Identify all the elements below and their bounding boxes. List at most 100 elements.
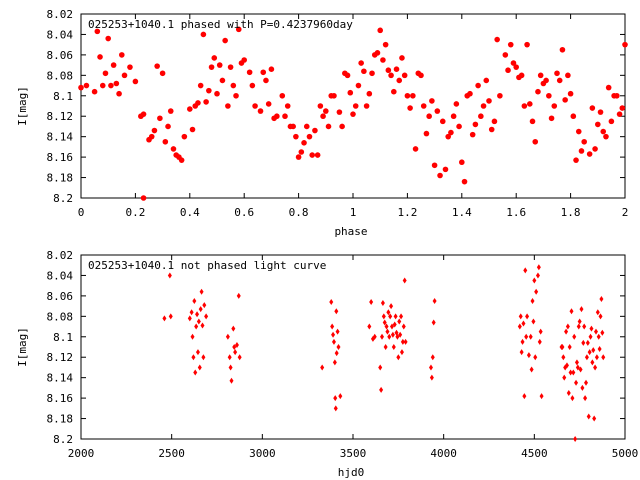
- unphased-data-point: [369, 299, 374, 306]
- phased-data-point: [385, 67, 392, 74]
- unphased-y-tick-label: 8.02: [47, 249, 74, 262]
- phased-data-point: [157, 115, 163, 122]
- unphased-data-point: [397, 318, 402, 325]
- phased-data-point: [121, 72, 128, 79]
- unphased-data-point: [579, 306, 584, 313]
- unphased-data-point: [570, 395, 575, 402]
- phased-data-point: [167, 108, 174, 114]
- unphased-data-point: [590, 359, 595, 366]
- phased-y-tick-label: 8.16: [47, 151, 74, 164]
- unphased-data-point: [593, 364, 598, 371]
- phased-data-point: [570, 113, 577, 120]
- unphased-data-point: [518, 313, 523, 320]
- phased-data-point: [565, 72, 571, 79]
- phased-data-point: [412, 146, 419, 152]
- phased-y-tick-label: 8.12: [47, 110, 74, 123]
- phased-data-point: [290, 123, 296, 130]
- phased-data-point: [252, 103, 258, 109]
- phased-data-point: [423, 130, 430, 137]
- phased-data-point: [344, 72, 351, 79]
- unphased-data-point: [524, 333, 529, 340]
- phased-data-point: [546, 92, 552, 99]
- phased-data-point: [268, 66, 275, 72]
- phased-data-point: [467, 90, 473, 97]
- phased-x-axis-label: phase: [334, 225, 367, 238]
- phased-data-point: [181, 133, 188, 140]
- unphased-data-points: [162, 264, 606, 442]
- unphased-data-point: [525, 313, 530, 320]
- unphased-data-point: [202, 302, 207, 309]
- unphased-data-point: [578, 366, 583, 373]
- phased-data-point: [314, 152, 321, 158]
- phased-data-point: [543, 77, 549, 84]
- unphased-data-point: [522, 393, 527, 400]
- unphased-data-point: [594, 354, 599, 361]
- phased-data-point: [78, 84, 84, 91]
- unphased-data-point: [390, 331, 395, 338]
- phased-data-point: [132, 78, 139, 85]
- phased-y-tick-label: 8.14: [47, 131, 74, 144]
- unphased-data-point: [380, 333, 385, 340]
- phased-data-point: [306, 133, 313, 140]
- phased-data-point: [154, 63, 160, 69]
- unphased-data-point: [399, 313, 404, 320]
- phased-data-point: [597, 109, 604, 115]
- unphased-x-tick-label: 4500: [521, 447, 548, 460]
- phased-data-point: [355, 82, 362, 89]
- unphased-data-point: [389, 323, 394, 330]
- unphased-data-point: [234, 341, 239, 348]
- phased-data-point: [456, 123, 462, 130]
- unphased-y-tick-label: 8.06: [47, 290, 74, 303]
- phased-data-point: [363, 103, 370, 109]
- phased-y-tick-label: 8.08: [47, 69, 74, 82]
- phased-data-point: [317, 103, 324, 109]
- phased-data-point: [246, 69, 253, 76]
- phased-data-point: [219, 77, 226, 84]
- unphased-data-point: [200, 322, 205, 329]
- unphased-y-tick-label: 8.12: [47, 351, 74, 364]
- unphased-data-point: [582, 323, 587, 330]
- unphased-data-point: [432, 298, 437, 304]
- phased-y-tick-label: 8.02: [47, 8, 74, 21]
- unphased-data-point: [386, 309, 391, 316]
- unphased-data-point: [334, 350, 339, 357]
- unphased-x-tick-label: 2000: [68, 447, 95, 460]
- unphased-data-point: [562, 374, 567, 381]
- phased-data-point: [380, 57, 386, 63]
- phased-light-curve-panel: 8.02 8.04 8.06 8.08 8.1 8.12 8.14 8.16 8.18 8.2 0…: [16, 8, 628, 238]
- phased-data-point: [358, 60, 364, 66]
- phased-data-point: [445, 133, 452, 140]
- phased-data-point: [293, 133, 299, 140]
- phased-data-point: [211, 55, 218, 61]
- phased-data-point: [407, 105, 413, 111]
- unphased-y-axis-label: I[mag]: [16, 327, 29, 367]
- phased-data-point: [551, 103, 558, 109]
- phased-data-point: [195, 100, 201, 106]
- phased-data-point: [105, 35, 111, 42]
- phased-data-point: [472, 121, 479, 128]
- unphased-x-axis-label: hjd0: [338, 466, 365, 479]
- phased-data-point: [325, 123, 332, 130]
- unphased-y-tick-label: 8.1: [53, 331, 73, 344]
- phased-data-point: [595, 121, 601, 128]
- unphased-data-point: [585, 339, 590, 346]
- unphased-y-tick-label: 8.08: [47, 310, 74, 323]
- unphased-data-point: [534, 288, 539, 295]
- unphased-data-point: [199, 288, 204, 295]
- unphased-data-point: [431, 319, 436, 326]
- phased-data-point: [603, 133, 609, 140]
- unphased-data-point: [393, 313, 398, 320]
- phased-data-point: [222, 37, 228, 44]
- unphased-data-point: [584, 379, 589, 386]
- unphased-data-point: [367, 323, 372, 330]
- phased-data-point: [608, 118, 615, 125]
- phased-data-point: [600, 128, 607, 135]
- phased-data-point: [187, 106, 193, 112]
- unphased-data-point: [539, 393, 544, 400]
- phased-data-point: [475, 82, 481, 89]
- unphased-data-point: [571, 369, 576, 376]
- phased-data-point: [388, 72, 394, 79]
- unphased-data-point: [531, 318, 536, 325]
- unphased-data-point: [532, 277, 537, 284]
